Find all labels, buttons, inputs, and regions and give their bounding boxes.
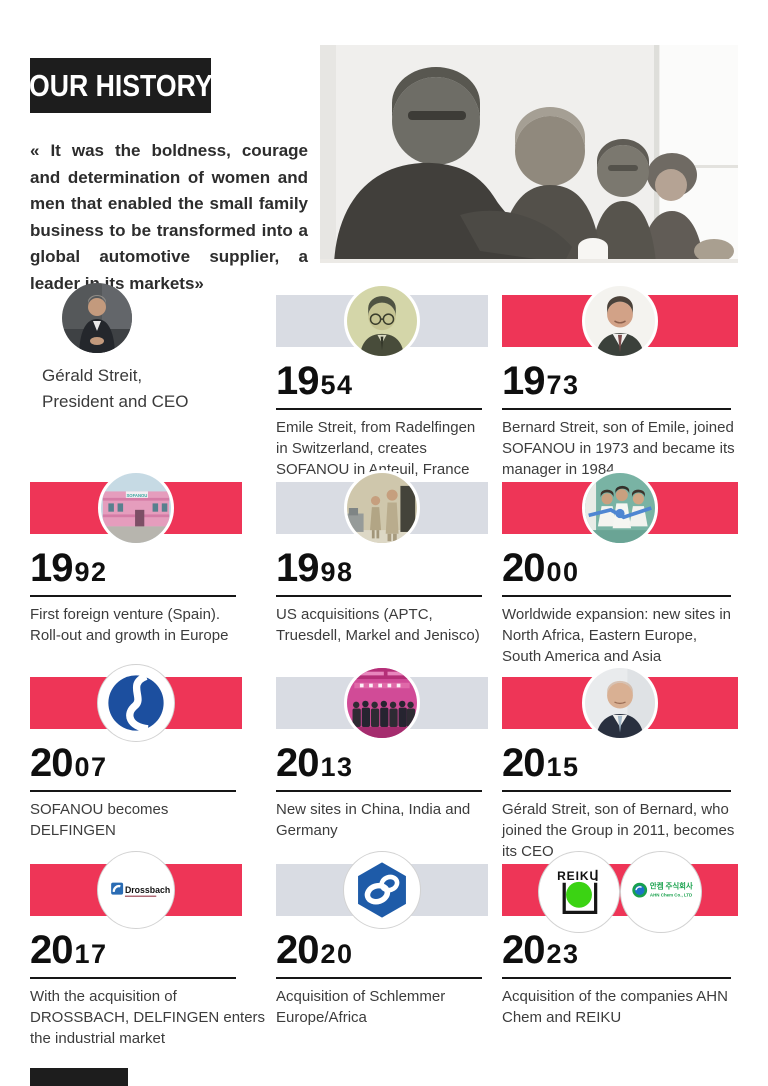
timeline-text: Gérald Streit, son of Bernard, who joine… xyxy=(502,801,735,860)
timeline-year: 1973 xyxy=(502,359,580,403)
divider xyxy=(276,977,482,979)
ahn-chem-logo: 안켐 주식회사 AHN Chem Co., LTD xyxy=(621,852,701,932)
svg-text:SOFANOU: SOFANOU xyxy=(126,493,147,498)
hero-photo xyxy=(320,45,738,263)
next-section-header-stub xyxy=(30,1068,128,1086)
timeline-text: US acquisitions (APTC, Truesdell, Markel… xyxy=(276,606,480,644)
reiku-logo: REIKU xyxy=(539,852,619,932)
timeline-year: 2023 xyxy=(502,928,580,972)
us-acquisition-photo xyxy=(344,470,420,546)
svg-text:안켐 주식회사: 안켐 주식회사 xyxy=(650,881,693,890)
timeline-year: 2015 xyxy=(502,741,580,785)
spain-factory-photo: SOFANOU xyxy=(98,470,174,546)
timeline-text: Acquisition of Schlemmer Europe/Africa xyxy=(276,988,446,1026)
timeline-grid: Gérald Streit, President and CEO xyxy=(30,283,738,1049)
timeline-text: Acquisition of the companies AHN Chem an… xyxy=(502,988,728,1026)
timeline-entry-2020: 2020 Acquisition of Schlemmer Europe/Afr… xyxy=(276,852,502,1049)
timeline-text: Emile Streit, from Radelfingen in Switze… xyxy=(276,419,476,478)
section-title-box: OUR HISTORY xyxy=(28,58,213,113)
divider xyxy=(30,595,236,597)
timeline-entry-2013: 2013 New sites in China, India and Germa… xyxy=(276,665,502,852)
timeline-entry-1998: 1998 US acquisitions (APTC, Truesdell, M… xyxy=(276,470,502,665)
page-title: OUR HISTORY xyxy=(28,67,213,103)
delfingen-logo xyxy=(98,665,174,741)
timeline-text: Worldwide expansion: new sites in North … xyxy=(502,606,732,665)
timeline-entry-2015: 2015 Gérald Streit, son of Bernard, who … xyxy=(502,665,738,860)
divider xyxy=(30,790,236,792)
timeline-entry-1954: 1954 Emile Streit, from Radelfingen in S… xyxy=(276,283,502,478)
divider xyxy=(276,408,482,410)
bernard-streit-photo xyxy=(582,283,658,359)
ceo-name: Gérald Streit, xyxy=(42,366,143,385)
svg-text:AHN Chem Co., LTD: AHN Chem Co., LTD xyxy=(650,893,693,898)
svg-text:Drossbach: Drossbach xyxy=(125,885,170,895)
gerald-streit-portrait-photo xyxy=(582,665,658,741)
timeline-year: 1954 xyxy=(276,359,354,403)
timeline-entry-2000: 2000 Worldwide expansion: new sites in N… xyxy=(502,470,738,665)
timeline-entry-1973: 1973 Bernard Streit, son of Emile, joine… xyxy=(502,283,738,478)
timeline-entry-2023: REIKU 안켐 주식회사 AHN C xyxy=(502,852,738,1049)
timeline-entry-2007: 2007 SOFANOU becomes DELFINGEN xyxy=(30,665,276,852)
timeline-entry-2017: Drossbach 2017 With the acquisition of D… xyxy=(30,852,276,1049)
gerald-streit-photo xyxy=(62,283,132,353)
ceo-intro-cell: Gérald Streit, President and CEO xyxy=(30,283,276,470)
timeline-text: New sites in China, India and Germany xyxy=(276,801,471,839)
timeline-year: 2013 xyxy=(276,741,354,785)
timeline-text: SOFANOU becomes DELFINGEN xyxy=(30,801,169,839)
divider xyxy=(502,595,731,597)
divider xyxy=(30,977,236,979)
timeline-entry-1992: SOFANOU 1992 First foreign venture (Spai… xyxy=(30,470,276,665)
china-ceremony-photo xyxy=(344,665,420,741)
divider xyxy=(276,790,482,792)
ceo-role: President and CEO xyxy=(42,391,189,411)
timeline-year: 2007 xyxy=(30,741,108,785)
ceo-quote: « It was the boldness, courage and deter… xyxy=(30,141,308,293)
team-meeting-photo xyxy=(320,45,738,263)
timeline-text: Bernard Streit, son of Emile, joined SOF… xyxy=(502,419,735,478)
drossbach-logo: Drossbach xyxy=(98,852,174,928)
timeline-year: 2000 xyxy=(502,546,580,590)
svg-text:REIKU: REIKU xyxy=(557,869,599,883)
divider xyxy=(502,408,731,410)
divider xyxy=(502,977,731,979)
divider xyxy=(502,790,731,792)
timeline-year: 2017 xyxy=(30,928,108,972)
timeline-year: 1998 xyxy=(276,546,354,590)
schlemmer-logo xyxy=(344,852,420,928)
divider xyxy=(276,595,482,597)
timeline-year: 2020 xyxy=(276,928,354,972)
ceo-caption: Gérald Streit, President and CEO xyxy=(42,363,242,414)
timeline-year: 1992 xyxy=(30,546,108,590)
timeline-text: First foreign venture (Spain). Roll-out … xyxy=(30,606,229,644)
timeline-text: With the acquisition of DROSSBACH, DELFI… xyxy=(30,988,266,1047)
ribbon-cutting-photo xyxy=(582,470,658,546)
emile-streit-photo xyxy=(344,283,420,359)
